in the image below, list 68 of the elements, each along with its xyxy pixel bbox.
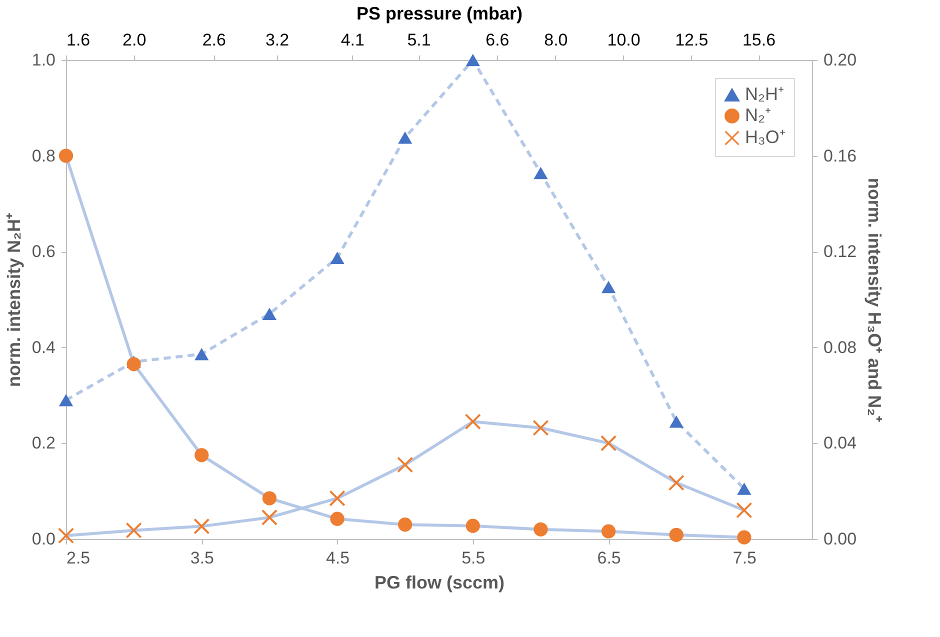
x2-tick-label: 8.0 <box>544 30 568 50</box>
y-tick-label: 0.0 <box>32 530 56 548</box>
y2-tick-label: 0.08 <box>824 338 857 357</box>
y2-tick-label: 0.16 <box>824 146 857 166</box>
point <box>466 54 480 66</box>
point <box>534 166 548 180</box>
y2-tick-label: 0.20 <box>824 50 857 70</box>
y-tick-label: 0.2 <box>32 434 56 453</box>
point <box>194 518 210 534</box>
y2-tick-label: 0.04 <box>824 434 857 453</box>
y2-tick-label: 0.00 <box>824 530 857 548</box>
point <box>668 474 684 491</box>
y-tick-label: 1.0 <box>32 50 56 70</box>
x-tick-label: 5.5 <box>462 548 486 568</box>
x2-tick-label: 5.1 <box>407 30 431 50</box>
point <box>737 482 752 495</box>
point <box>669 528 684 542</box>
y-tick-label: 0.6 <box>32 242 56 262</box>
legend-label: H₃O⁺ <box>745 127 786 147</box>
x2-tick-label: 15.6 <box>742 30 776 50</box>
point <box>126 357 141 372</box>
point <box>126 522 142 538</box>
point <box>58 148 74 163</box>
point <box>398 131 412 144</box>
x2-tick-label: 3.2 <box>265 30 290 50</box>
point <box>736 502 752 518</box>
point <box>464 414 481 430</box>
x-tick-label: 6.5 <box>597 548 621 568</box>
point <box>669 416 684 428</box>
x-tick-label: 4.5 <box>326 548 350 568</box>
y-axis-title: norm. intensity N₂H⁺ <box>4 212 24 388</box>
point <box>601 280 616 294</box>
point <box>534 522 548 536</box>
point <box>466 518 480 533</box>
point <box>329 490 346 506</box>
x2-axis-title: PS pressure (mbar) <box>356 4 523 24</box>
y-tick-label: 0.8 <box>32 146 56 166</box>
x2-tick-label: 2.0 <box>122 30 146 50</box>
point <box>397 456 414 473</box>
legend-label: N₂H⁺ <box>745 84 784 104</box>
point <box>737 530 752 544</box>
point <box>262 308 277 320</box>
y-tick-label: 0.4 <box>32 338 56 357</box>
point <box>330 252 344 264</box>
x2-tick-label: 4.1 <box>340 30 364 50</box>
point <box>194 448 209 462</box>
point <box>600 435 617 452</box>
x-tick-label: 2.5 <box>66 548 90 568</box>
x2-tick-label: 1.6 <box>66 30 90 50</box>
y2-tick-label: 0.12 <box>824 242 857 262</box>
x-axis-title: PG flow (sccm) <box>374 572 505 592</box>
x2-tick-label: 2.6 <box>202 30 226 50</box>
x2-tick-label: 12.5 <box>675 30 708 50</box>
x-tick-label: 7.5 <box>732 548 756 568</box>
point <box>532 420 549 436</box>
x-tick-label: 3.5 <box>190 548 214 568</box>
point <box>58 394 74 406</box>
x2-tick-label: 6.6 <box>486 30 510 50</box>
point <box>398 518 412 532</box>
point <box>330 512 344 526</box>
point <box>194 348 209 360</box>
point <box>261 509 278 526</box>
point <box>601 524 616 538</box>
y2-axis-title: norm. intensity H₃O⁺ and N₂⁺ <box>864 178 885 422</box>
x2-tick-label: 10.0 <box>607 30 640 50</box>
point <box>262 491 277 506</box>
point <box>58 528 74 544</box>
legend-label: N₂⁺ <box>745 105 771 125</box>
